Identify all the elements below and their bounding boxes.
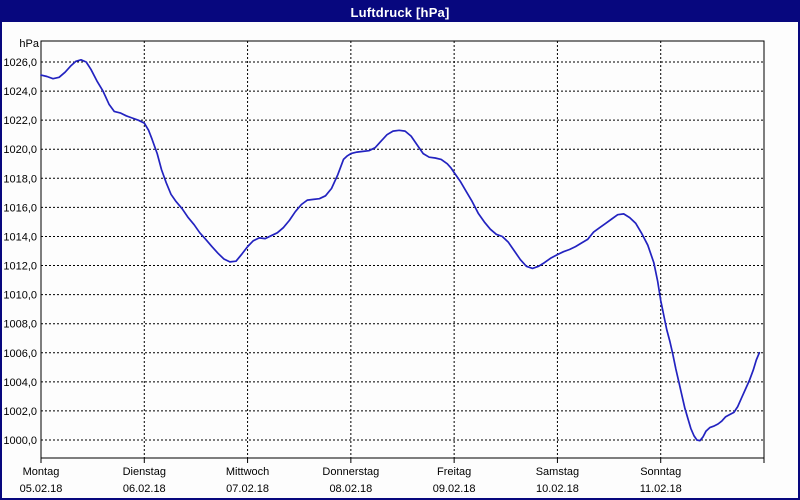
pressure-chart-svg: 1026,0 1024,0 1022,0 1020,0 1018,0 1016,0 1014… <box>3 38 765 495</box>
x-axis-date-label: 06.02.18 <box>123 483 166 495</box>
y-axis-tick-label: 1008,0 <box>3 319 37 331</box>
y-axis-tick-label: 1018,0 <box>3 173 37 185</box>
y-axis-tick-label: 1014,0 <box>3 231 37 243</box>
x-axis-day-label: Freitag <box>437 466 471 478</box>
x-axis-date-label: 09.02.18 <box>433 483 476 495</box>
x-axis-day-label: Dienstag <box>123 466 166 478</box>
y-axis-tick-label: 1012,0 <box>3 261 37 273</box>
x-axis-date-label: 07.02.18 <box>226 483 269 495</box>
y-axis-tick-label: 1016,0 <box>3 202 37 214</box>
title-bar: Luftdruck [hPa] <box>2 2 798 22</box>
y-axis-tick-label: 1004,0 <box>3 377 37 389</box>
x-axis-day-label: Donnerstag <box>322 466 379 478</box>
x-axis-date-label: 08.02.18 <box>329 483 372 495</box>
chart-area: 1026,0 1024,0 1022,0 1020,0 1018,0 1016,0 1014… <box>2 22 798 498</box>
y-axis-tick-label: 1026,0 <box>3 57 37 69</box>
x-axis-day-label: Mittwoch <box>226 466 269 478</box>
x-axis-date-label: 10.02.18 <box>536 483 579 495</box>
plot-border <box>40 40 765 459</box>
x-axis-day-label: Sonntag <box>640 466 681 478</box>
x-axis-date-label: 11.02.18 <box>640 483 682 495</box>
y-axis-tick-label: 1006,0 <box>3 348 37 360</box>
x-axis-date-label: 05.02.18 <box>20 483 63 495</box>
y-axis-tick-label: 1020,0 <box>3 144 37 156</box>
window-title: Luftdruck [hPa] <box>350 4 450 20</box>
y-axis-tick-label: 1024,0 <box>3 86 37 98</box>
y-axis-tick-label: 1010,0 <box>3 290 37 302</box>
y-axis-tick-label: 1000,0 <box>3 435 37 447</box>
x-axis-day-label: Samstag <box>536 466 579 478</box>
pressure-series-line <box>40 58 761 442</box>
x-axis-day-label: Montag <box>23 466 60 478</box>
y-axis-tick-label: 1002,0 <box>3 406 37 418</box>
y-axis-tick-label: 1022,0 <box>3 115 37 127</box>
y-axis-unit-label: hPa <box>19 38 39 50</box>
